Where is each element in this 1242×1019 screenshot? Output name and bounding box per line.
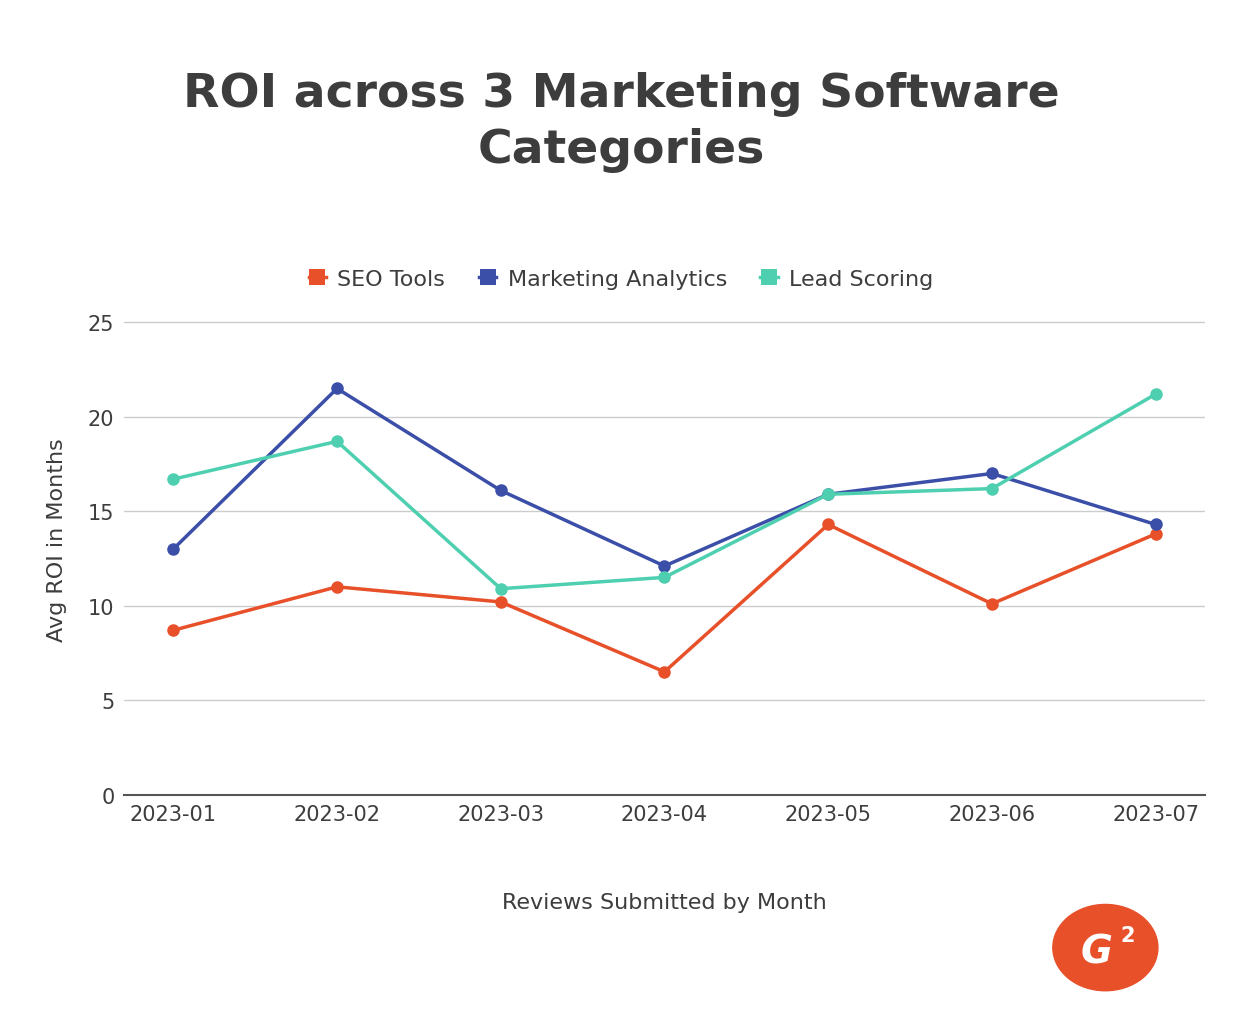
Y-axis label: Avg ROI in Months: Avg ROI in Months: [47, 438, 67, 642]
Legend: SEO Tools, Marketing Analytics, Lead Scoring: SEO Tools, Marketing Analytics, Lead Sco…: [299, 261, 943, 299]
Text: 2: 2: [1120, 925, 1135, 945]
Text: ROI across 3 Marketing Software
Categories: ROI across 3 Marketing Software Categori…: [183, 72, 1059, 172]
Text: Reviews Submitted by Month: Reviews Submitted by Month: [502, 892, 827, 912]
Text: G: G: [1081, 932, 1113, 970]
Circle shape: [1053, 905, 1158, 990]
